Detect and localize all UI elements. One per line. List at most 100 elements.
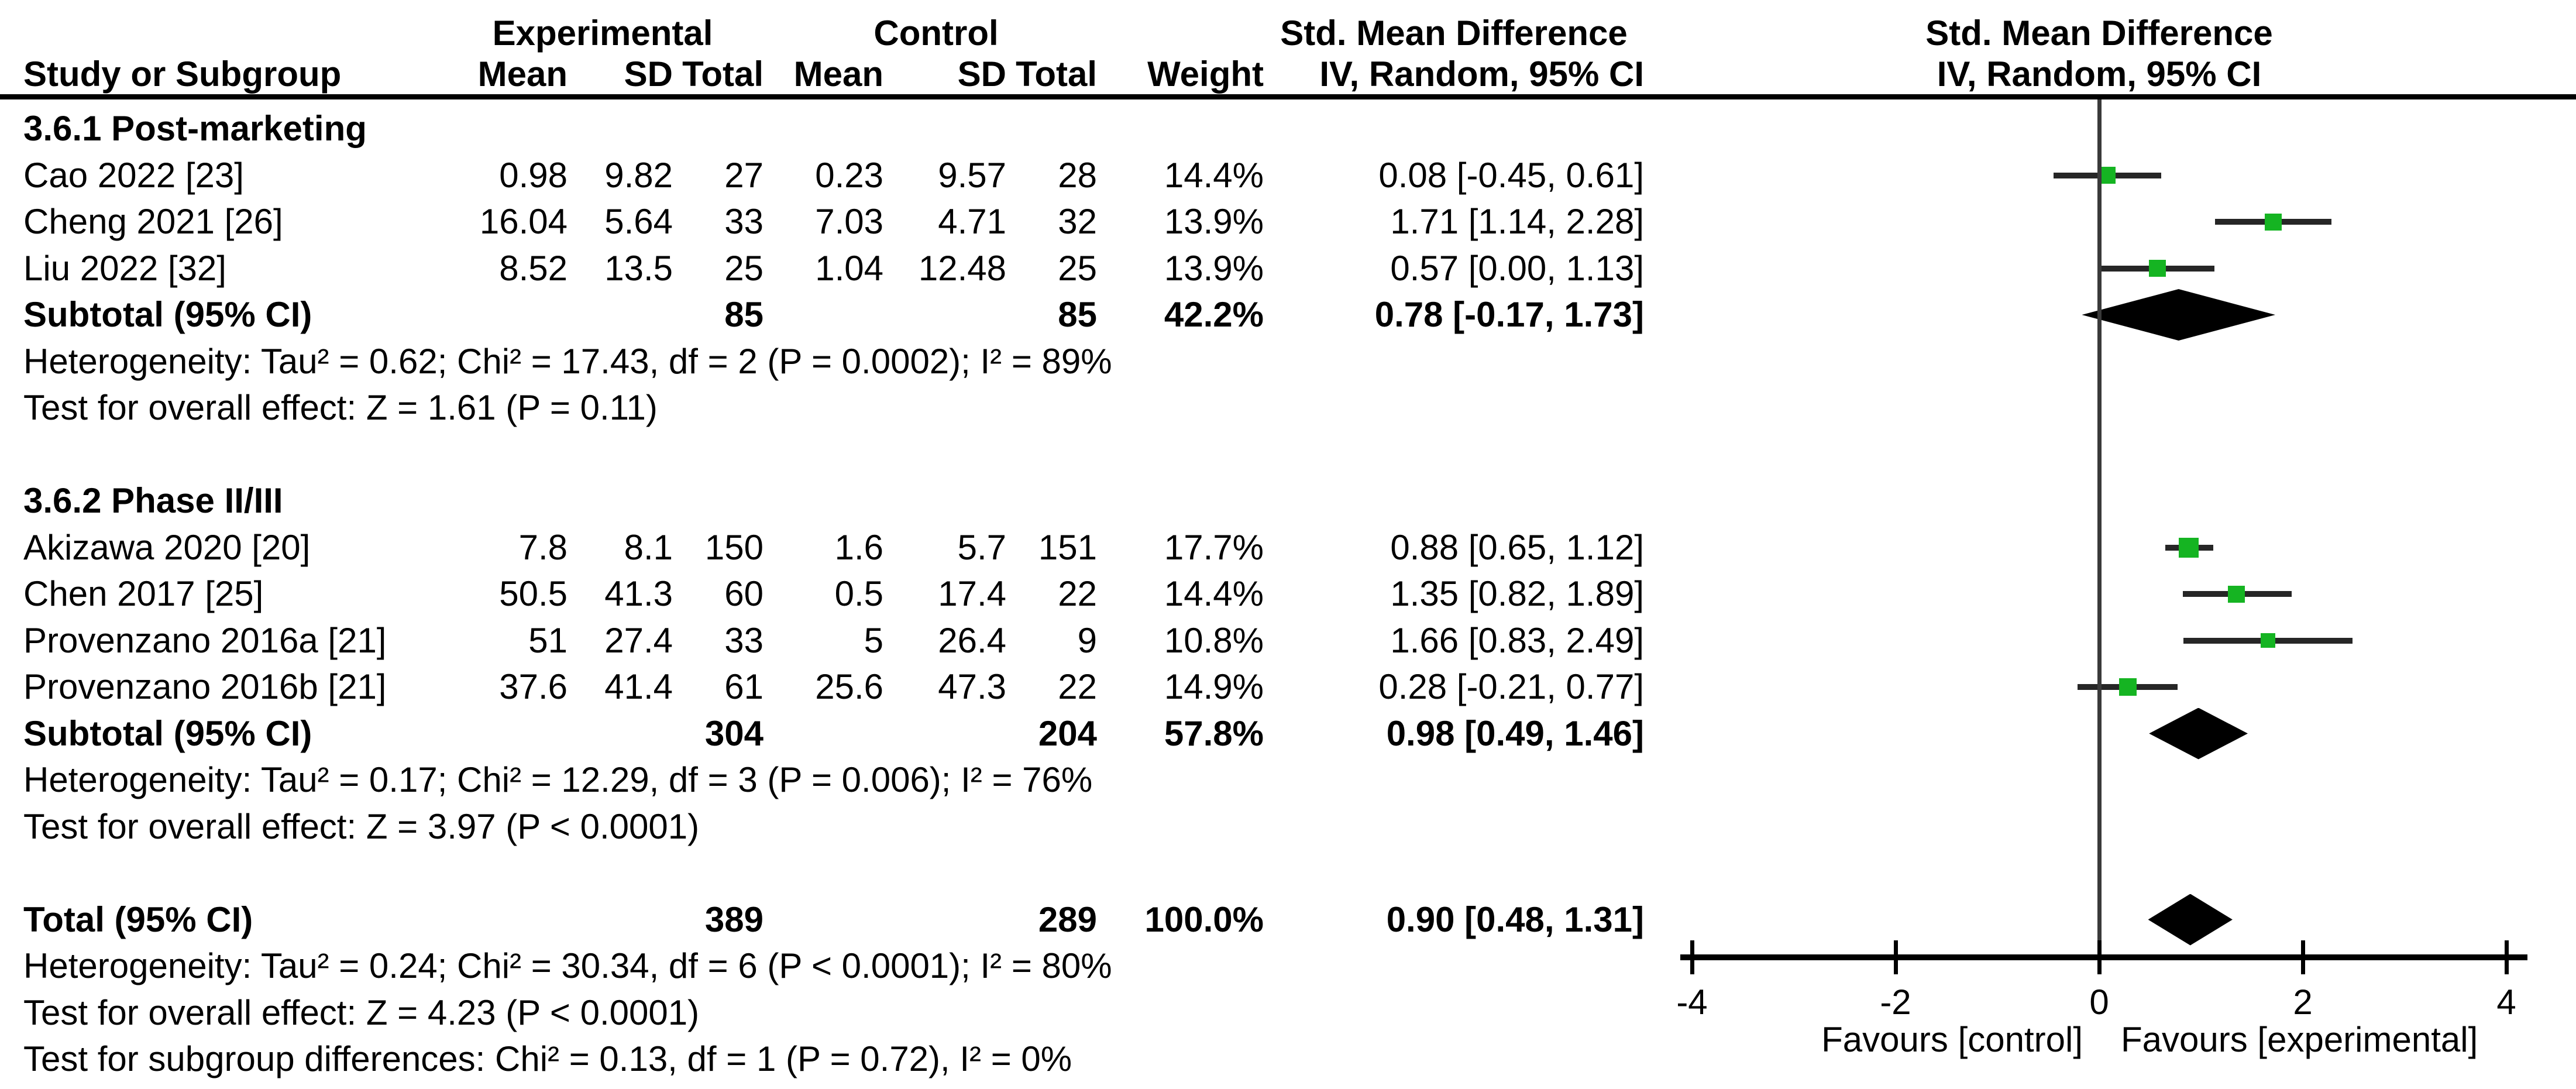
study-point-marker [2179,537,2199,558]
cell-ci_text: 0.88 [0.65, 1.12] [1390,527,1644,567]
cell-study: Liu 2022 [32] [23,248,226,288]
cell-sd_e: 41.3 [604,574,673,613]
cell-mean_c: 5 [864,620,883,660]
cell-total_e: 33 [724,202,763,241]
cell-total_c: 204 [1038,713,1097,753]
study-point-marker [2265,213,2282,231]
cell-weight: 13.9% [1164,248,1264,288]
col-header-total-exp: Total [682,54,763,94]
table-row: Cao 2022 [23] 0.98 9.82 27 0.23 9.57 28 14.4% 0.… [0,152,1644,199]
cell-mean_c: 7.03 [815,202,883,241]
cell-mean_e: 50.5 [499,574,568,613]
cell-mean_e: 8.52 [499,248,568,288]
cell-total_c: 28 [1058,155,1097,195]
total-row: Total (95% CI) 389 289 100.0% 0.90 [0.48, 1.… [0,896,1644,943]
cell-weight: 13.9% [1164,202,1264,241]
cell-sd_c: 9.57 [938,155,1006,195]
cell-ci_text: 0.98 [0.49, 1.46] [1386,713,1644,753]
cell-mean_c: 0.23 [815,155,883,195]
axis-tick [2504,940,2509,974]
cell-mean_c: 0.5 [834,574,883,613]
cell-ci_text: 1.35 [0.82, 1.89] [1390,574,1644,613]
table-row: Cheng 2021 [26] 16.04 5.64 33 7.03 4.71 32 13.9… [0,198,1644,245]
cell-mean_c: 1.6 [834,527,883,567]
cell-sd_e: 8.1 [624,527,673,567]
cell-weight: 14.9% [1164,667,1264,706]
pooled-effect-diamond [2082,289,2275,341]
table-header-row: Study or Subgroup Mean SD Total Mean SD … [0,51,1644,98]
col-header-mean-ctl: Mean [793,54,883,94]
cell-study: Subtotal (95% CI) [23,295,312,334]
study-point-marker [2118,678,2137,696]
cell-study: 3.6.1 Post-marketing [23,109,367,148]
column-group-experimental: Experimental [492,13,713,53]
cell-ci_text: 0.08 [-0.45, 0.61] [1378,155,1644,195]
axis-tick-label: 4 [2496,982,2516,1022]
cell-mean_c: 25.6 [815,667,883,706]
cell-study: Subtotal (95% CI) [23,713,312,753]
axis-tick [2097,940,2102,974]
cell-mean_e: 0.98 [499,155,568,195]
cell-mean_c: 1.04 [815,248,883,288]
cell-weight: 14.4% [1164,155,1264,195]
cell-sd_e: 5.64 [604,202,673,241]
cell-sd_c: 47.3 [938,667,1006,706]
col-header-sd-ctl: SD [957,54,1006,94]
cell-total_e: 389 [704,899,763,939]
cell-mean_e: 7.8 [518,527,568,567]
analysis-note: Test for overall effect: Z = 3.97 (P < 0… [23,806,700,846]
cell-sd_c: 4.71 [938,202,1006,241]
subtotal-row: Subtotal (95% CI) 85 85 42.2% 0.78 [-0.17, 1… [0,291,1644,338]
cell-total_c: 9 [1077,620,1097,660]
zero-reference-line [2097,99,2102,957]
col-header-total-ctl: Total [1016,54,1097,94]
cell-sd_e: 13.5 [604,248,673,288]
cell-total_e: 25 [724,248,763,288]
study-point-marker [2148,260,2166,277]
pooled-effect-diamond [2149,707,2248,760]
cell-weight: 14.4% [1164,574,1264,613]
cell-ci_text: 0.57 [0.00, 1.13] [1390,248,1644,288]
cell-total_c: 289 [1038,899,1097,939]
cell-sd_c: 17.4 [938,574,1006,613]
analysis-note: Heterogeneity: Tau² = 0.24; Chi² = 30.34… [23,946,1112,985]
cell-study: Cheng 2021 [26] [23,202,283,241]
cell-ci_text: 0.90 [0.48, 1.31] [1386,899,1644,939]
cell-ci_text: 1.66 [0.83, 2.49] [1390,620,1644,660]
table-row: Provenzano 2016a [21] 51 27.4 33 5 26.4 9 10.8%… [0,617,1644,664]
table-row: Chen 2017 [25] 50.5 41.3 60 0.5 17.4 22 14.4% 1.… [0,571,1644,617]
analysis-note: Heterogeneity: Tau² = 0.62; Chi² = 17.43… [23,341,1112,381]
axis-tick-label: -4 [1676,982,1708,1022]
cell-weight: 42.2% [1164,295,1264,334]
cell-total_c: 22 [1058,667,1097,706]
col-header-sd-exp: SD [624,54,673,94]
cell-total_e: 150 [704,527,763,567]
subtotal-row: Subtotal (95% CI) 304 204 57.8% 0.98 [0.49, … [0,710,1644,757]
study-point-marker [2261,633,2276,648]
cell-sd_e: 9.82 [604,155,673,195]
cell-total_c: 85 [1058,295,1097,334]
cell-total_e: 60 [724,574,763,613]
cell-ci_text: 1.71 [1.14, 2.28] [1390,202,1644,241]
axis-tick-label: 0 [2089,982,2109,1022]
table-row: Provenzano 2016b [21] 37.6 41.4 61 25.6 47.3 2… [0,664,1644,710]
cell-study: Total (95% CI) [23,899,253,939]
plot-header-method: IV, Random, 95% CI [1937,54,2262,94]
cell-ci_text: 0.78 [-0.17, 1.73] [1374,295,1644,334]
study-point-marker [2228,585,2245,603]
favours-control-label: Favours [control] [1821,1020,2083,1059]
cell-sd_c: 26.4 [938,620,1006,660]
cell-mean_e: 51 [528,620,568,660]
analysis-note: Test for overall effect: Z = 4.23 (P < 0… [23,992,700,1032]
col-header-mean-exp: Mean [477,54,568,94]
cell-total_e: 304 [704,713,763,753]
column-group-control: Control [873,13,999,53]
table-row: Akizawa 2020 [20] 7.8 8.1 150 1.6 5.7 151 17.7%… [0,524,1644,571]
axis-tick [2300,940,2305,974]
col-header-weight: Weight [1147,54,1264,94]
cell-study: Chen 2017 [25] [23,574,264,613]
col-header-study: Study or Subgroup [23,54,342,94]
analysis-note: Test for subgroup differences: Chi² = 0.… [23,1039,1072,1078]
cell-study: 3.6.2 Phase II/III [23,481,283,520]
